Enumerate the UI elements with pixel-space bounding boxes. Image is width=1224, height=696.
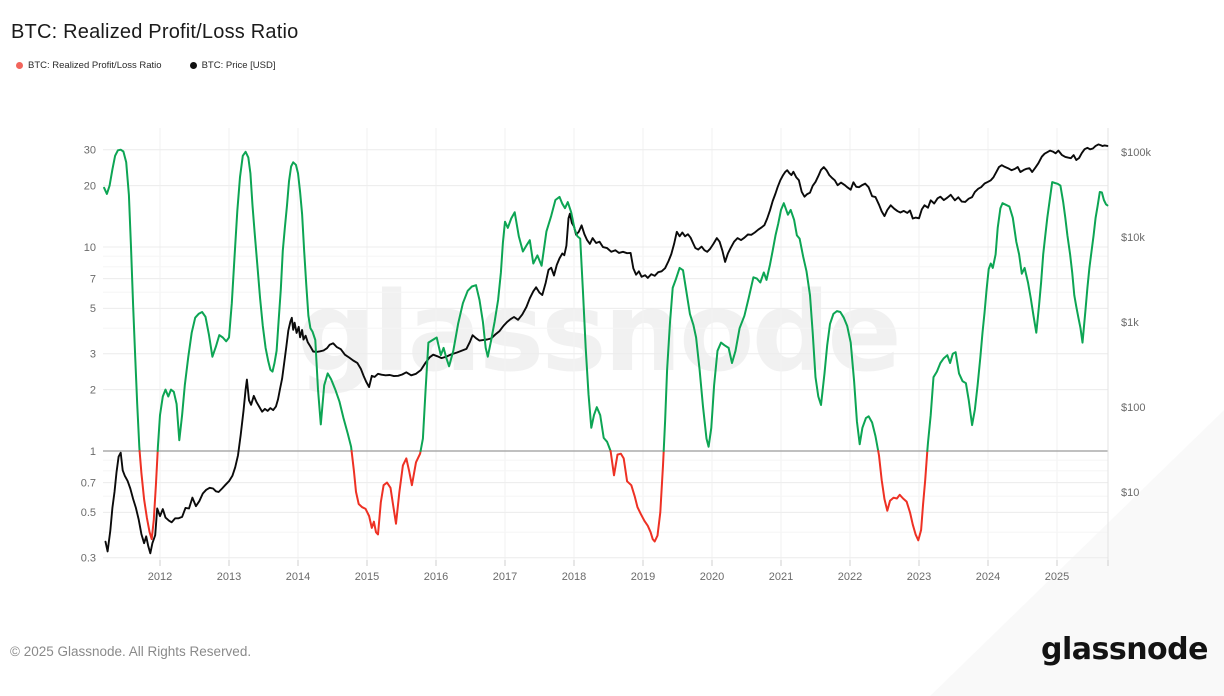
svg-text:1: 1	[90, 446, 96, 458]
svg-text:2016: 2016	[424, 571, 448, 583]
svg-text:$10: $10	[1121, 487, 1139, 499]
svg-text:2024: 2024	[976, 571, 1000, 583]
svg-text:2023: 2023	[907, 571, 931, 583]
right-axis-labels: $100k $10k $1k $100 $10	[1121, 147, 1151, 499]
legend-item-ratio[interactable]: BTC: Realized Profit/Loss Ratio	[16, 60, 162, 71]
svg-text:$100: $100	[1121, 402, 1145, 414]
legend-dot-ratio-icon	[16, 62, 23, 69]
ratio-series	[103, 148, 1109, 543]
svg-text:10: 10	[84, 242, 96, 254]
svg-text:$1k: $1k	[1121, 317, 1139, 329]
svg-text:2012: 2012	[148, 571, 172, 583]
legend: BTC: Realized Profit/Loss Ratio BTC: Pri…	[16, 60, 276, 71]
svg-text:2019: 2019	[631, 571, 655, 583]
svg-text:0.3: 0.3	[81, 553, 96, 565]
legend-item-price[interactable]: BTC: Price [USD]	[189, 60, 276, 71]
svg-text:0.5: 0.5	[81, 507, 96, 519]
svg-text:$10k: $10k	[1121, 232, 1145, 244]
svg-text:2015: 2015	[355, 571, 379, 583]
glassnode-watermark: glassnode	[297, 268, 899, 396]
svg-text:20: 20	[84, 180, 96, 192]
svg-text:2020: 2020	[700, 571, 724, 583]
svg-text:2014: 2014	[286, 571, 310, 583]
legend-label-ratio: BTC: Realized Profit/Loss Ratio	[28, 60, 162, 71]
svg-text:2021: 2021	[769, 571, 793, 583]
svg-text:7: 7	[90, 273, 96, 285]
svg-text:2: 2	[90, 384, 96, 396]
svg-text:2018: 2018	[562, 571, 586, 583]
svg-text:2013: 2013	[217, 571, 241, 583]
svg-text:2025: 2025	[1045, 571, 1069, 583]
svg-text:$100k: $100k	[1121, 147, 1151, 159]
glassnode-logo: glassnode	[1040, 632, 1209, 667]
svg-text:30: 30	[84, 145, 96, 157]
copyright-text: © 2025 Glassnode. All Rights Reserved.	[10, 644, 252, 659]
page-title: BTC: Realized Profit/Loss Ratio	[11, 21, 299, 44]
svg-text:2022: 2022	[838, 571, 862, 583]
legend-dot-price-icon	[189, 62, 197, 69]
svg-text:2017: 2017	[493, 571, 517, 583]
left-axis-labels: 30 20 10 7 5 3 2 1 0.7 0.5 0.3	[81, 145, 96, 565]
svg-text:5: 5	[90, 303, 96, 315]
svg-text:3: 3	[90, 349, 96, 361]
svg-text:0.7: 0.7	[81, 477, 96, 489]
x-axis-labels: 2012 2013 2014 2015 2016 2017 2018 2019 2020 2021…	[148, 560, 1109, 583]
price-series	[104, 143, 1109, 555]
legend-label-price: BTC: Price [USD]	[201, 60, 276, 71]
